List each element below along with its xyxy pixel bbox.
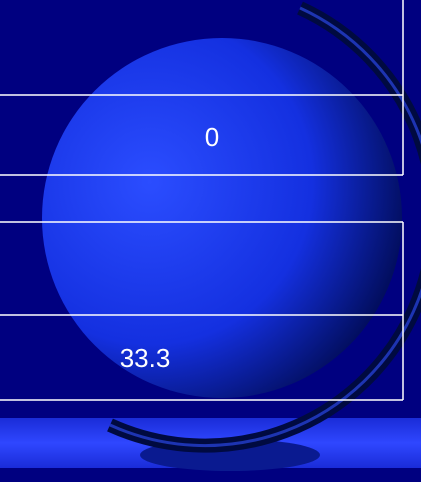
cell-text: 0 <box>205 122 219 152</box>
globe-ring-edge <box>109 6 421 448</box>
table-lines <box>0 0 404 401</box>
cell-text: 33.3 <box>120 343 171 373</box>
globe <box>42 38 402 398</box>
